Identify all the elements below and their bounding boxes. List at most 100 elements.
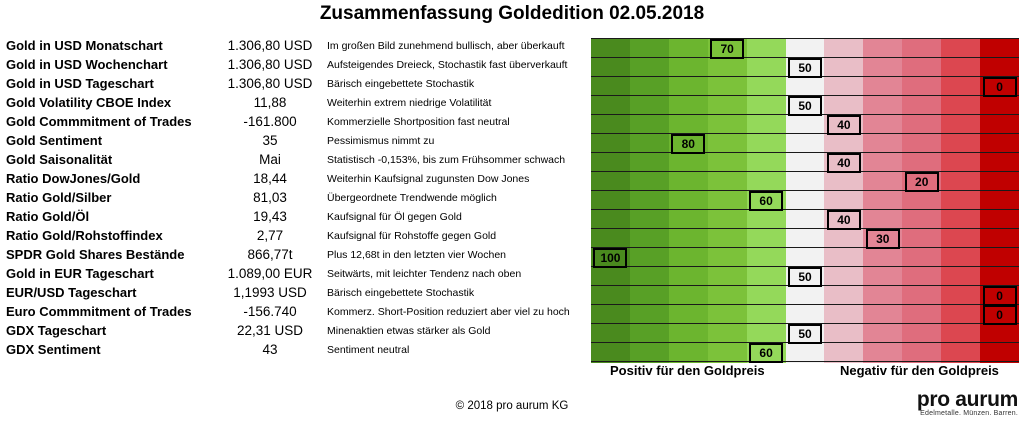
row-value: 1.306,80 USD: [227, 76, 313, 91]
brand-name: pro aurum: [916, 388, 1018, 411]
table-row: Gold Commmitment of Trades -161.800 Kommer…: [0, 113, 590, 132]
legend-positive: Positiv für den Goldpreis: [610, 363, 765, 378]
row-value: 19,43: [253, 209, 287, 224]
table-row: Gold in USD Monatschart 1.306,80 USD Im gr…: [0, 37, 590, 56]
scale-column: [824, 38, 864, 363]
scale-column: [629, 38, 670, 363]
table-row: SPDR Gold Shares Bestände 866,77t Plus 12,…: [0, 246, 590, 265]
table-row: Gold in USD Tageschart 1.306,80 USD Bärisc…: [0, 75, 590, 94]
row-label: Ratio DowJones/Gold: [6, 171, 141, 186]
row-comment: Aufsteigendes Dreieck, Stochastik fast ü…: [327, 59, 568, 71]
score-box: 50: [788, 57, 822, 78]
scale-column: [902, 38, 942, 363]
row-divider: [591, 152, 1019, 153]
row-value: 1.306,80 USD: [227, 57, 313, 72]
row-label: Gold in USD Wochenchart: [6, 57, 168, 72]
row-label: Gold Saisonalität: [6, 152, 113, 167]
row-value: 1.089,00 EUR: [227, 266, 313, 281]
row-label: EUR/USD Tageschart: [6, 285, 137, 300]
score-box: 0: [982, 285, 1017, 306]
row-divider: [591, 209, 1019, 210]
row-value: 35: [262, 133, 278, 148]
row-value: 1.306,80 USD: [227, 38, 313, 53]
score-box: 100: [593, 247, 628, 268]
row-comment: Weiterhin Kaufsignal zugunsten Dow Jones: [327, 173, 530, 185]
row-label: GDX Sentiment: [6, 342, 101, 357]
score-grid: 70 50 0 50 40 80 40 20 60 40 30 100 50 0 0 50 60: [591, 38, 1020, 363]
row-comment: Minenaktien etwas stärker als Gold: [327, 325, 491, 337]
row-value: -156.740: [243, 304, 297, 319]
row-value: 22,31 USD: [236, 323, 304, 338]
legend-negative: Negativ für den Goldpreis: [840, 363, 999, 378]
table-row: Gold Saisonalität Mai Statistisch -0,153%,…: [0, 151, 590, 170]
table-row: GDX Tageschart 22,31 USD Minenaktien etwas…: [0, 322, 590, 341]
row-value: 866,77t: [247, 247, 293, 262]
row-label: Ratio Gold/Rohstoffindex: [6, 228, 163, 243]
score-box: 50: [788, 95, 822, 116]
row-value: -161.800: [243, 114, 297, 129]
row-divider: [591, 171, 1019, 172]
row-divider: [591, 133, 1019, 134]
copyright-footer: © 2018 pro aurum KG: [455, 400, 569, 412]
row-comment: Kaufsignal für Rohstoffe gegen Gold: [327, 230, 497, 242]
brand-tagline: Edelmetalle. Münzen. Barren.: [920, 410, 1018, 417]
scale-column: [980, 38, 1020, 363]
row-label: Gold in USD Monatschart: [6, 38, 163, 53]
row-comment: Kommerzielle Shortposition fast neutral: [327, 116, 510, 128]
row-comment: Plus 12,68t in den letzten vier Wochen: [327, 249, 506, 261]
score-box: 70: [710, 38, 745, 59]
score-box: 20: [904, 171, 939, 192]
row-label: GDX Tageschart: [6, 323, 107, 338]
score-box: 80: [671, 133, 706, 154]
score-box: 40: [826, 114, 861, 135]
row-comment: Kommerz. Short-Position reduziert aber v…: [327, 306, 570, 318]
score-box: 0: [982, 76, 1017, 97]
row-comment: Übergeordnete Trendwende möglich: [327, 192, 497, 204]
row-divider: [591, 190, 1019, 191]
row-divider: [591, 361, 1019, 362]
scale-column: [746, 38, 787, 363]
table-row: Ratio Gold/Silber 81,03 Übergeordnete Tren…: [0, 189, 590, 208]
row-comment: Im großen Bild zunehmend bullisch, aber …: [327, 40, 565, 52]
score-box: 30: [865, 228, 900, 249]
row-value: 11,88: [253, 95, 287, 110]
table-row: Ratio DowJones/Gold 18,44 Weiterhin Kaufsi…: [0, 170, 590, 189]
row-label: Gold Volatility CBOE Index: [6, 95, 172, 110]
scale-column: [591, 38, 631, 363]
score-box: 60: [749, 342, 784, 363]
table-row: Euro Commmitment of Trades -156.740 Kommer…: [0, 303, 590, 322]
row-label: Gold in USD Tageschart: [6, 76, 154, 91]
scale-column: [707, 38, 748, 363]
row-divider: [591, 247, 1019, 248]
scale-column: [941, 38, 981, 363]
table-row: Gold Sentiment 35 Pessimismus nimmt zu: [0, 132, 590, 151]
table-row: Ratio Gold/Öl 19,43 Kaufsignal für Öl gege…: [0, 208, 590, 227]
row-label: Ratio Gold/Öl: [6, 209, 90, 224]
row-comment: Bärisch eingebettete Stochastik: [327, 78, 475, 90]
brand-logo: pro aurum Edelmetalle. Münzen. Barren.: [917, 389, 1018, 418]
row-value: 1,1993 USD: [233, 285, 307, 300]
row-divider: [591, 228, 1019, 229]
table-row: Ratio Gold/Rohstoffindex 2,77 Kaufsignal f…: [0, 227, 590, 246]
scale-column: [668, 38, 709, 363]
row-value: 43: [262, 342, 278, 357]
row-label: Gold Commmitment of Trades: [6, 114, 192, 129]
row-value: 81,03: [253, 190, 287, 205]
row-value: Mai: [259, 152, 281, 167]
score-box: 40: [826, 152, 861, 173]
row-label: Gold Sentiment: [6, 133, 103, 148]
score-box: 40: [826, 209, 861, 230]
row-value: 18,44: [253, 171, 287, 186]
scale-column: [863, 38, 903, 363]
score-box: 50: [788, 323, 822, 344]
row-comment: Statistisch -0,153%, bis zum Frühsommer …: [327, 154, 566, 166]
row-comment: Bärisch eingebettete Stochastik: [327, 287, 475, 299]
row-comment: Kaufsignal für Öl gegen Gold: [327, 211, 462, 223]
score-box: 0: [982, 304, 1017, 325]
table-row: Gold in EUR Tageschart 1.089,00 EUR Seitwä…: [0, 265, 590, 284]
table-row: GDX Sentiment 43 Sentiment neutral: [0, 341, 590, 360]
row-comment: Pessimismus nimmt zu: [327, 135, 435, 147]
row-divider: [591, 38, 1019, 39]
score-box: 60: [749, 190, 784, 211]
chart-title: Zusammenfassung Goldedition 02.05.2018: [319, 3, 705, 24]
